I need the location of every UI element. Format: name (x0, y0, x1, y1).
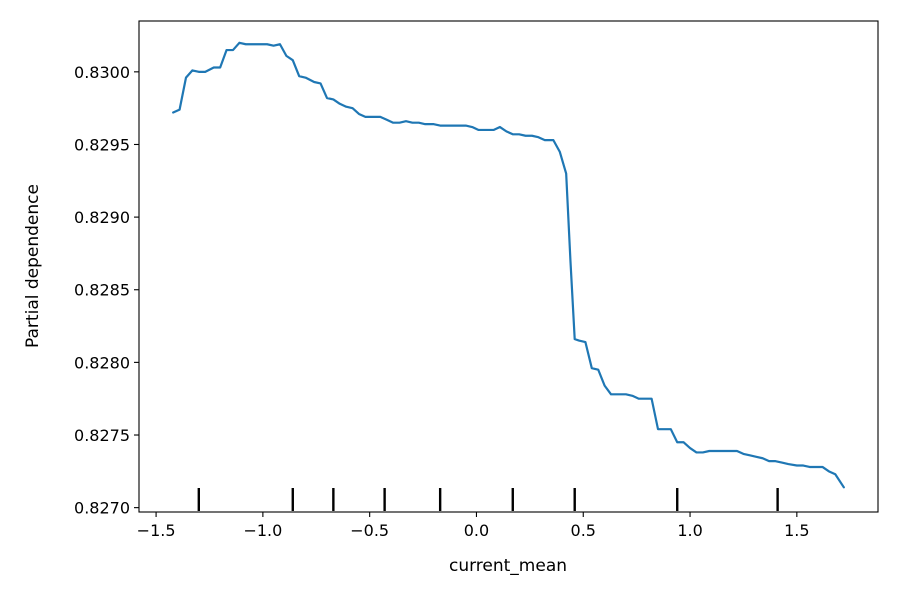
plot-area (172, 41, 845, 489)
y-tick-label: 0.8295 (74, 135, 130, 154)
decile-rug (197, 488, 779, 511)
partial-dependence-line (172, 41, 845, 489)
y-tick-label: 0.8300 (74, 63, 130, 82)
y-tick-label: 0.8275 (74, 426, 130, 445)
y-axis-ticks: 0.8270 0.8275 0.8280 0.8285 0.8290 0.8295 0.83… (74, 63, 139, 518)
x-tick-label: 0.0 (464, 521, 489, 540)
x-tick-label: 1.0 (677, 521, 702, 540)
axes-frame (138, 20, 879, 513)
x-tick-label: −1.5 (137, 521, 176, 540)
y-tick-label: 0.8285 (74, 281, 130, 300)
x-tick-label: −1.0 (243, 521, 282, 540)
x-tick-label: 1.5 (784, 521, 809, 540)
x-tick-label: 0.5 (571, 521, 596, 540)
y-tick-label: 0.8280 (74, 353, 130, 372)
x-axis-ticks: −1.5 −1.0 −0.5 0.0 0.5 1.0 1.5 (137, 512, 810, 540)
x-tick-label: −0.5 (350, 521, 389, 540)
x-axis-label: current_mean (449, 556, 567, 576)
y-tick-label: 0.8290 (74, 208, 130, 227)
y-axis-label: Partial dependence (23, 184, 43, 348)
y-tick-label: 0.8270 (74, 499, 130, 518)
